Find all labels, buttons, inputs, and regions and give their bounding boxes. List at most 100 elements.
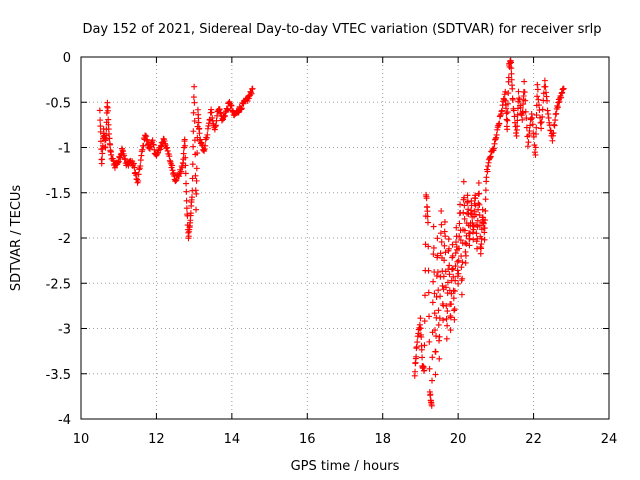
data-point: [449, 241, 456, 248]
data-point: [537, 119, 544, 126]
data-point: [476, 201, 483, 208]
data-point: [513, 132, 520, 139]
data-point: [426, 365, 433, 372]
data-point: [444, 308, 451, 315]
data-point: [478, 235, 485, 242]
data-point: [455, 257, 462, 264]
y-tick-label: -4: [58, 413, 71, 428]
x-tick-label: 12: [148, 432, 165, 447]
data-point: [536, 107, 543, 114]
data-point: [481, 225, 488, 232]
data-point: [538, 125, 545, 132]
data-point: [541, 77, 548, 84]
data-point: [452, 263, 459, 270]
data-point: [448, 301, 455, 308]
x-tick-label: 14: [224, 432, 241, 447]
data-point: [180, 150, 187, 157]
data-point: [504, 100, 511, 107]
data-point: [461, 202, 468, 209]
data-point: [421, 342, 428, 349]
data-point: [528, 116, 535, 123]
data-point: [438, 238, 445, 245]
x-tick-label: 22: [525, 432, 542, 447]
data-point: [514, 117, 521, 124]
data-point: [511, 113, 518, 120]
y-axis-label: SDTVAR / TECUs: [9, 185, 24, 292]
data-point: [96, 107, 103, 114]
data-point: [450, 295, 457, 302]
data-point: [97, 138, 104, 145]
data-point: [182, 162, 189, 169]
data-point: [529, 114, 536, 121]
data-point: [443, 302, 450, 309]
y-tick-label: -2: [58, 232, 71, 247]
data-point: [178, 168, 185, 175]
data-point: [446, 262, 453, 269]
data-point: [501, 96, 508, 103]
data-point: [461, 215, 468, 222]
data-point: [444, 279, 451, 286]
y-tick-label: -1: [58, 142, 71, 157]
chart-title: Day 152 of 2021, Sidereal Day-to-day VTE…: [82, 22, 601, 37]
data-point: [539, 106, 546, 113]
data-point: [450, 273, 457, 280]
data-point: [522, 97, 529, 104]
data-point: [428, 402, 435, 409]
data-point: [503, 116, 510, 123]
data-point: [140, 142, 147, 149]
data-point: [193, 165, 200, 172]
data-point: [508, 76, 515, 83]
data-point: [510, 107, 517, 114]
data-point: [105, 116, 112, 123]
data-point: [443, 284, 450, 291]
data-points: [96, 57, 567, 409]
grid-lines: [81, 57, 609, 419]
y-tick-labels: 0 -0.5 -1 -1.5 -2 -2.5 -3 -3.5 -4: [46, 51, 71, 428]
data-point: [458, 264, 465, 271]
data-point: [441, 257, 448, 264]
data-point: [190, 143, 197, 150]
data-point: [473, 230, 480, 237]
data-point: [189, 161, 196, 168]
data-point: [483, 174, 490, 181]
data-point: [482, 196, 489, 203]
data-point: [224, 106, 231, 113]
data-point: [457, 201, 464, 208]
data-point: [438, 221, 445, 228]
data-point: [425, 289, 432, 296]
data-point: [453, 224, 460, 231]
data-point: [106, 135, 113, 142]
data-point: [527, 122, 534, 129]
data-point: [470, 236, 477, 243]
data-point: [523, 115, 530, 122]
data-point: [190, 128, 197, 135]
data-point: [187, 210, 194, 217]
data-point: [414, 339, 421, 346]
data-point: [460, 178, 467, 185]
data-point: [439, 282, 446, 289]
data-point: [423, 195, 430, 202]
data-point: [440, 273, 447, 280]
data-point: [529, 121, 536, 128]
data-point: [441, 218, 448, 225]
data-point: [191, 99, 198, 106]
data-point: [144, 136, 151, 143]
x-tick-labels: 10 12 14 16 18 20 22 24: [73, 432, 618, 447]
data-point: [463, 240, 470, 247]
data-point: [444, 322, 451, 329]
data-point: [523, 124, 530, 131]
data-point: [432, 371, 439, 378]
data-point: [533, 112, 540, 119]
data-point: [97, 128, 104, 135]
data-point: [507, 59, 514, 66]
data-point: [190, 94, 197, 101]
data-point: [478, 241, 485, 248]
data-point: [430, 278, 437, 285]
x-tick-label: 20: [450, 432, 467, 447]
data-point: [503, 105, 510, 112]
y-tick-label: -0.5: [46, 96, 71, 111]
data-point: [418, 333, 425, 340]
data-point: [509, 85, 516, 92]
data-point: [551, 122, 558, 129]
data-point: [102, 144, 109, 151]
